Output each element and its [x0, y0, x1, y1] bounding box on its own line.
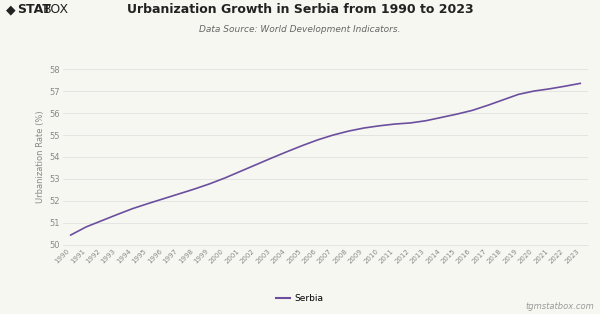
Y-axis label: Urbanization Rate (%): Urbanization Rate (%) [37, 111, 46, 203]
Text: Urbanization Growth in Serbia from 1990 to 2023: Urbanization Growth in Serbia from 1990 … [127, 3, 473, 16]
Legend: Serbia: Serbia [273, 290, 327, 306]
Text: Data Source: World Development Indicators.: Data Source: World Development Indicator… [199, 25, 401, 34]
Text: BOX: BOX [43, 3, 70, 16]
Text: ◆: ◆ [6, 3, 16, 16]
Text: STAT: STAT [17, 3, 50, 16]
Text: tgmstatbox.com: tgmstatbox.com [525, 302, 594, 311]
